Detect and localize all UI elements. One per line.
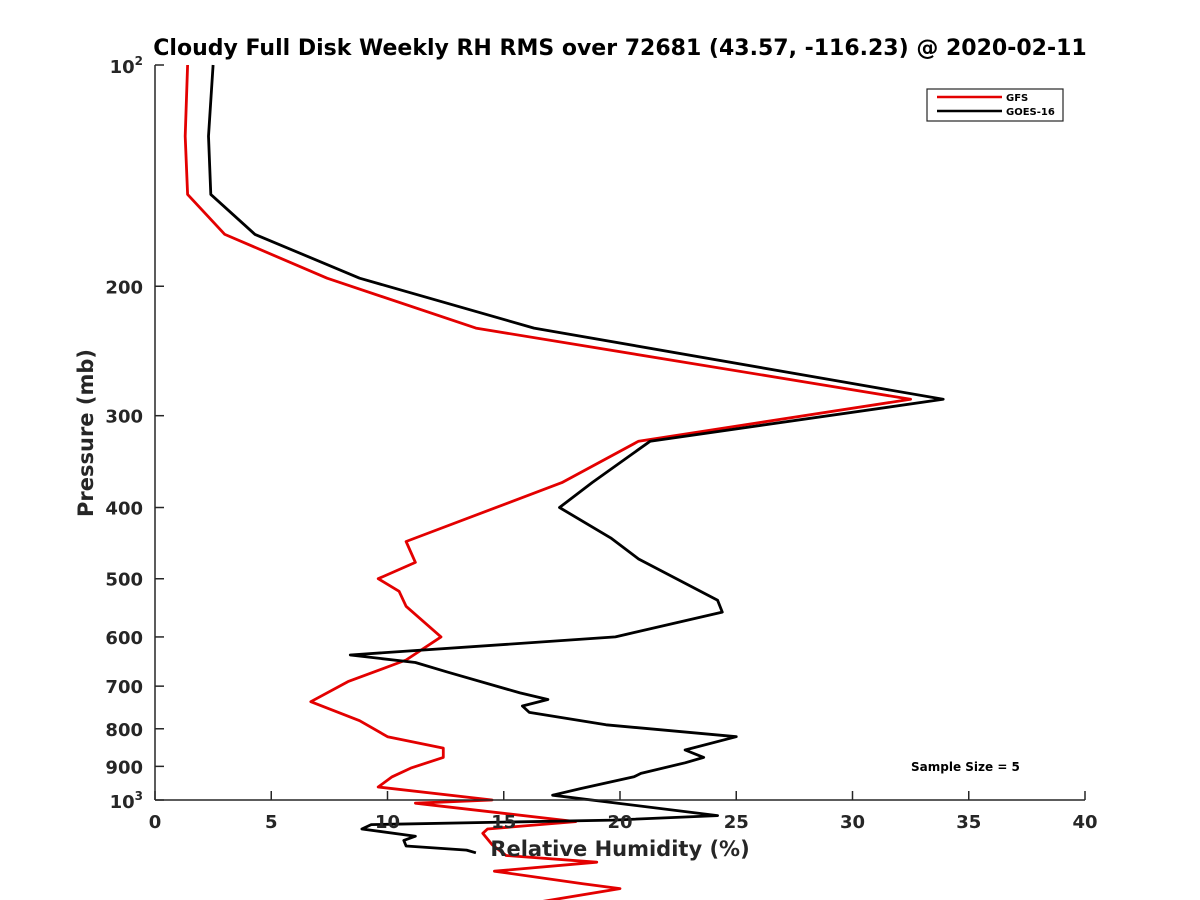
x-axis-ticks: 0 5 10 15 20 25 30 35 40 xyxy=(149,791,1098,833)
chart-title: Cloudy Full Disk Weekly RH RMS over 7268… xyxy=(153,36,1086,61)
y-tick-label: 200 xyxy=(105,277,143,298)
legend-label-goes16: GOES-16 xyxy=(1006,107,1055,118)
x-tick-label: 20 xyxy=(607,812,632,833)
y-tick-label: 800 xyxy=(105,720,143,741)
y-tick-label: 300 xyxy=(105,407,143,428)
x-axis-label: Relative Humidity (%) xyxy=(490,837,749,861)
y-tick-label: 103 xyxy=(110,789,143,813)
y-tick-label: 500 xyxy=(105,570,143,591)
x-tick-label: 10 xyxy=(375,812,400,833)
x-tick-label: 40 xyxy=(1072,812,1097,833)
y-axis-label: Pressure (mb) xyxy=(74,349,98,517)
legend: GFS GOES-16 xyxy=(926,88,1064,122)
x-tick-label: 25 xyxy=(724,812,749,833)
legend-box xyxy=(926,88,1064,122)
x-tick-label: 30 xyxy=(840,812,865,833)
x-tick-label: 35 xyxy=(956,812,981,833)
plot-lines xyxy=(183,64,945,900)
x-tick-label: 5 xyxy=(265,812,278,833)
y-tick-label: 900 xyxy=(105,757,143,778)
series-line-goes16 xyxy=(207,64,945,855)
y-tick-label: 600 xyxy=(105,628,143,649)
x-tick-label: 0 xyxy=(149,812,162,833)
legend-label-gfs: GFS xyxy=(1006,93,1028,104)
y-tick-label: 700 xyxy=(105,677,143,698)
series-line-gfs xyxy=(183,64,912,900)
y-tick-label: 400 xyxy=(105,499,143,520)
x-tick-label: 15 xyxy=(491,812,516,833)
sample-size-annotation: Sample Size = 5 xyxy=(911,760,1020,774)
y-tick-label: 102 xyxy=(110,54,143,78)
y-axis-ticks: 102 200 300 400 500 600 700 800 900 103 xyxy=(105,54,164,813)
